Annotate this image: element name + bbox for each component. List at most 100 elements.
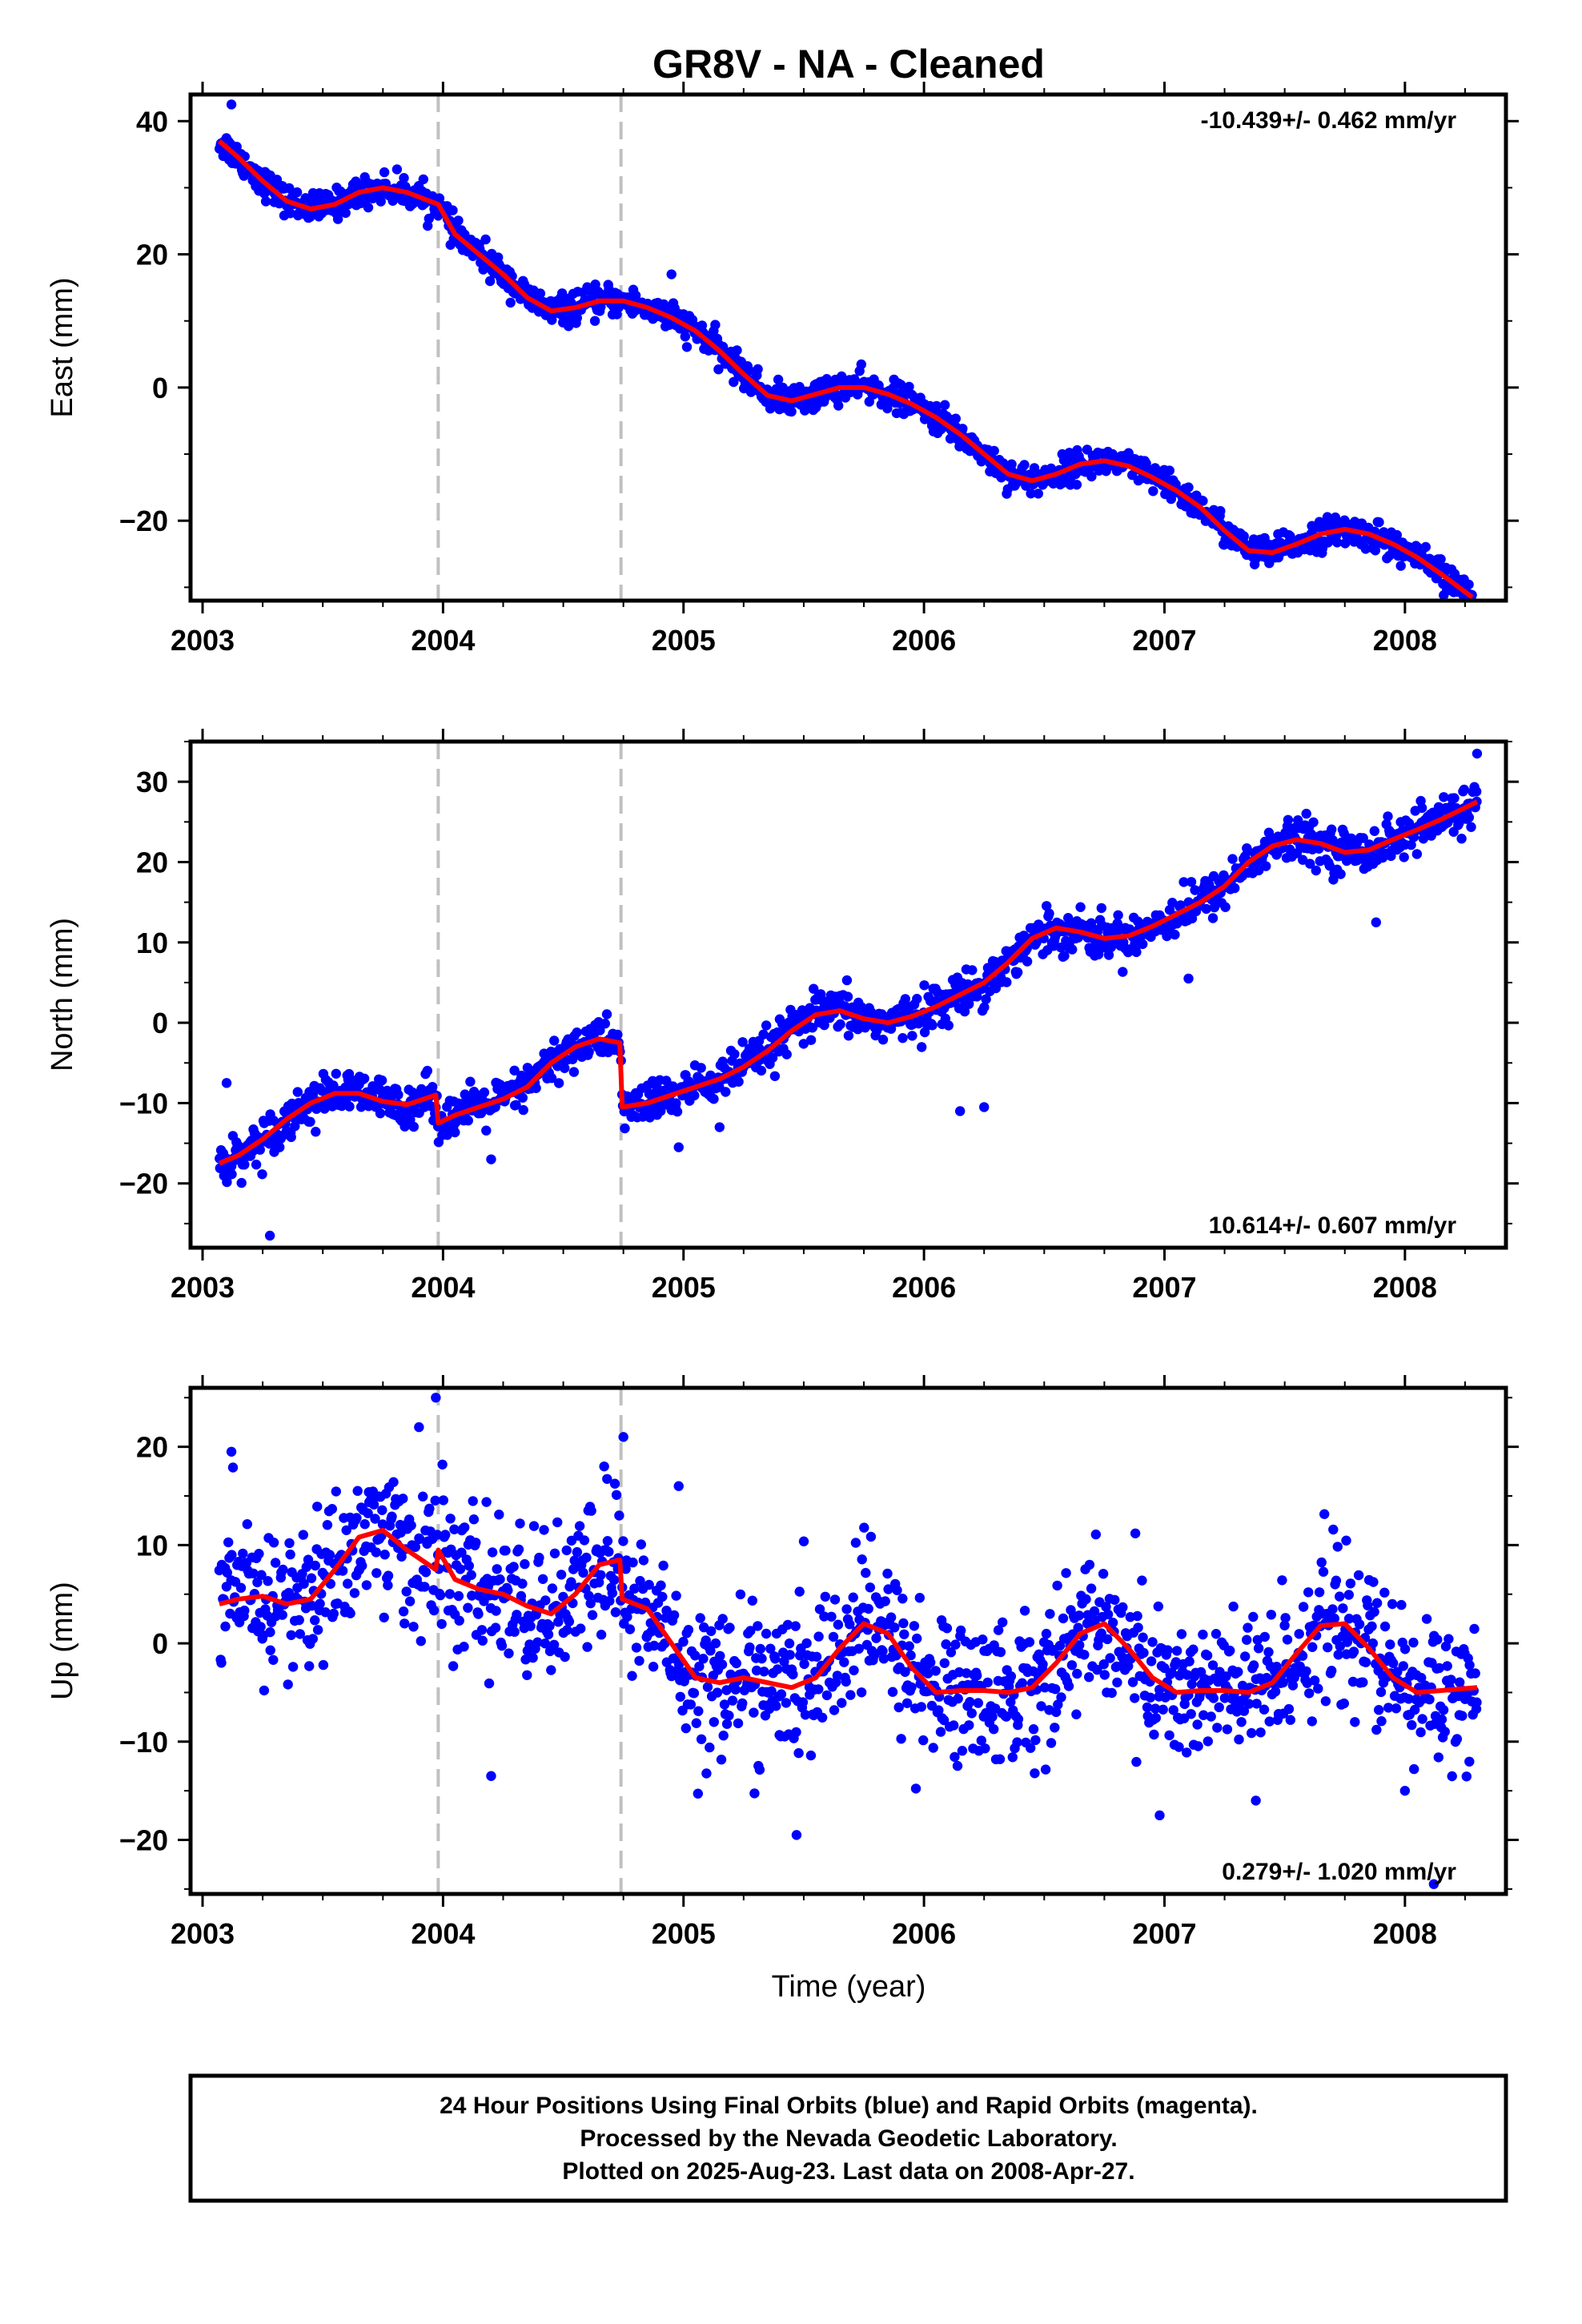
data-point [1132, 1610, 1142, 1622]
data-point [560, 1063, 570, 1074]
data-point [522, 1670, 532, 1680]
data-point [1106, 1687, 1117, 1699]
data-point [1183, 973, 1194, 984]
data-point [579, 1535, 590, 1546]
data-point [712, 1687, 723, 1698]
data-point [312, 1625, 323, 1635]
data-point [1067, 944, 1078, 955]
data-point [1270, 1687, 1281, 1697]
data-point [1311, 865, 1322, 876]
data-point [260, 196, 271, 207]
data-point [1353, 1570, 1364, 1581]
data-point [1081, 1594, 1091, 1605]
data-point [1383, 811, 1393, 822]
data-point [1301, 1666, 1311, 1677]
data-point [379, 1550, 390, 1560]
data-point [1176, 1629, 1187, 1639]
data-point [315, 1598, 325, 1609]
data-point [1424, 1694, 1435, 1705]
data-point [1436, 1714, 1447, 1725]
data-point [1452, 1734, 1463, 1744]
data-point [320, 1607, 331, 1618]
data-point [586, 1506, 596, 1516]
data-point [496, 1640, 508, 1651]
data-point [1231, 1707, 1243, 1717]
data-point [1118, 1602, 1128, 1613]
data-point [1142, 1702, 1153, 1713]
data-point [737, 1698, 748, 1709]
data-point [1470, 1668, 1480, 1679]
data-point [620, 1123, 630, 1134]
data-point [819, 1611, 829, 1622]
data-point [1228, 1601, 1239, 1612]
data-point [950, 413, 962, 424]
data-point [359, 1519, 370, 1530]
data-point [445, 1514, 456, 1524]
data-point [306, 1573, 317, 1583]
data-point [993, 1625, 1004, 1635]
data-point [1079, 1650, 1090, 1660]
data-point [635, 1575, 645, 1586]
data-point [1042, 901, 1052, 911]
data-point [949, 1720, 959, 1731]
data-point [599, 1461, 609, 1472]
data-point [251, 1160, 262, 1170]
data-point [882, 403, 893, 414]
data-point [829, 1705, 840, 1715]
data-point [236, 1177, 247, 1188]
data-point [904, 1641, 914, 1651]
data-point [698, 1654, 709, 1664]
y-tick-label: −20 [119, 1168, 168, 1200]
data-point [877, 1035, 889, 1045]
data-point [1211, 1629, 1222, 1639]
data-point [448, 1661, 459, 1671]
data-point [767, 1052, 778, 1063]
data-point [1206, 1711, 1216, 1722]
data-point [1335, 1591, 1345, 1602]
x-tick-label: 2008 [1373, 1271, 1437, 1304]
data-point [361, 1580, 372, 1590]
data-point [681, 342, 693, 352]
data-point [490, 1622, 501, 1633]
data-point [1045, 1609, 1055, 1619]
data-point [1309, 1675, 1320, 1686]
data-point [1307, 1716, 1318, 1727]
data-point [758, 1029, 769, 1039]
data-point [791, 1830, 802, 1840]
data-point [477, 1635, 488, 1646]
data-point [479, 1087, 490, 1098]
data-point [666, 269, 677, 279]
data-point [377, 1505, 387, 1516]
data-point [627, 1671, 637, 1681]
data-point [435, 1590, 446, 1601]
data-point [694, 1661, 705, 1672]
data-point [1327, 1604, 1338, 1614]
data-point [998, 1617, 1008, 1628]
data-point [658, 299, 669, 310]
data-point [899, 1629, 909, 1640]
data-point [1469, 1623, 1480, 1634]
data-point [1154, 1684, 1165, 1695]
data-point [1415, 1727, 1426, 1738]
data-point [304, 1661, 315, 1671]
data-point [318, 1659, 329, 1671]
data-point [341, 1525, 351, 1536]
data-point [900, 994, 911, 1004]
data-point [383, 1580, 393, 1590]
data-point [1242, 1634, 1252, 1645]
data-point [596, 1570, 606, 1581]
data-point [486, 1771, 496, 1781]
data-point [277, 1610, 287, 1620]
data-point [1220, 902, 1231, 912]
data-point [631, 1642, 642, 1653]
data-point [418, 174, 428, 185]
data-point [841, 975, 853, 986]
data-point [556, 1570, 567, 1580]
data-point [1056, 1692, 1066, 1703]
data-point [718, 1731, 729, 1741]
data-point [1102, 1609, 1114, 1620]
data-point [416, 1636, 426, 1647]
data-point [1112, 1677, 1122, 1688]
data-point [1416, 1672, 1427, 1683]
data-point [791, 1727, 801, 1738]
